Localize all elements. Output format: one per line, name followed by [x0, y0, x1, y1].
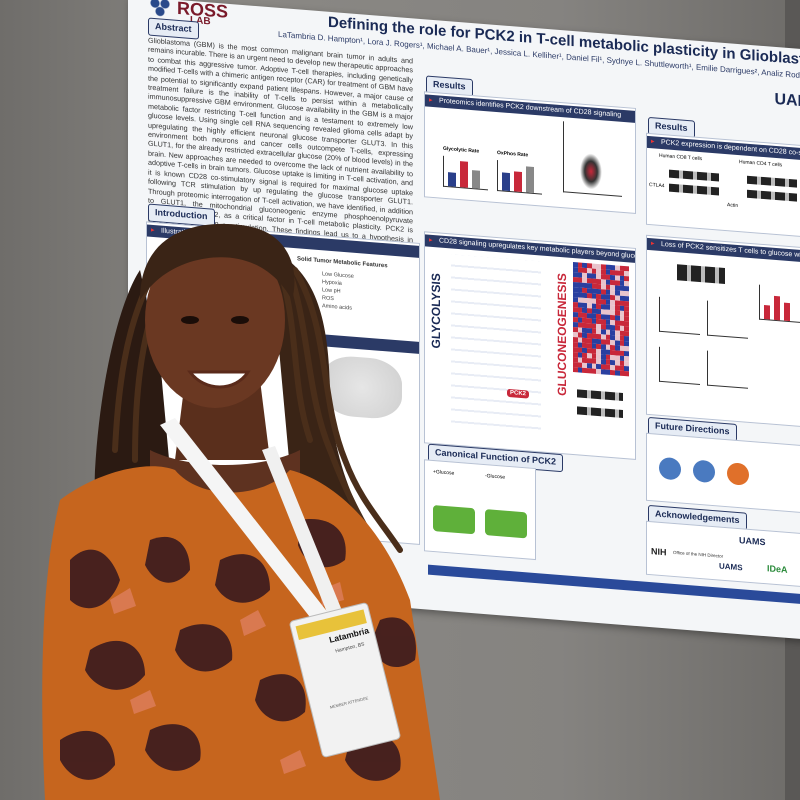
- right-eye: [231, 316, 249, 324]
- lanyard-strap-right: [262, 446, 345, 620]
- badge-holder: [289, 602, 401, 758]
- lanyard-strap: [160, 418, 340, 630]
- dress-pattern: [60, 519, 416, 781]
- smile: [186, 370, 251, 389]
- badge-header: [295, 609, 367, 640]
- face: [145, 232, 285, 408]
- hair-top: [140, 223, 295, 300]
- left-eye: [181, 316, 199, 324]
